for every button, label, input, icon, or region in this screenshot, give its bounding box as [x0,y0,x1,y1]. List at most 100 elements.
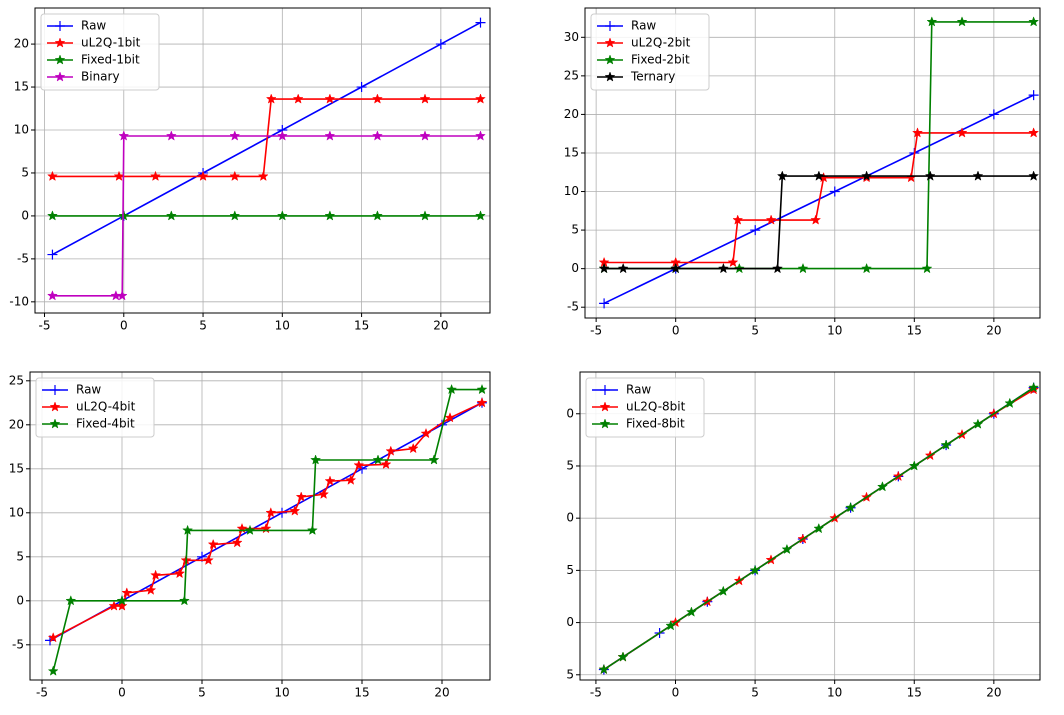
y-tick-label: 0 [571,261,579,275]
y-tick-label: 20 [564,107,579,121]
marker [988,109,999,120]
marker [419,93,431,104]
y-tick-label: 5 [571,223,579,237]
marker [810,214,822,225]
marker [49,401,61,412]
x-tick-label: 20 [434,686,449,700]
x-tick-label: 15 [354,319,369,333]
marker [845,501,856,513]
marker [732,214,744,225]
marker [197,170,209,181]
marker [372,454,384,465]
marker [605,21,615,31]
x-tick-label: 5 [199,319,207,333]
marker [727,256,739,268]
marker [617,262,629,274]
subplot: -5 0 5 10 15 20 -5 0 5 10 15 20 25 30 Raw uL2Q-2bit Fixe… [564,7,1041,338]
y-tick-label: 20 [14,37,29,51]
legend-box [35,377,155,438]
marker [772,262,783,274]
x-tick-label: 0 [672,686,680,700]
marker [829,186,840,197]
x-tick-label: 10 [274,686,289,700]
legend-box [590,13,710,91]
y-tick-label: 20 [9,417,24,431]
marker [476,397,488,408]
axes-frame [579,371,1041,681]
series-line [52,98,481,178]
marker [55,21,65,31]
axes-frame [584,7,1041,319]
x-tick-label: 5 [198,686,206,700]
x-tick-label: 20 [433,319,448,333]
marker [475,130,486,141]
x-tick-label: 5 [751,686,759,700]
y-tick-label: 5 [16,549,24,563]
legend-box [40,13,160,91]
marker [598,262,610,274]
marker [419,130,431,141]
marker [289,505,301,516]
marker [47,665,59,676]
y-tick-label: 15 [14,80,29,94]
marker [295,491,307,502]
series-layer [47,17,486,301]
marker [116,290,128,301]
legend-label: Raw [76,383,101,397]
marker [229,170,241,181]
x-tick-label: 10 [275,319,290,333]
marker [665,619,677,631]
marker [797,262,809,274]
marker [174,567,186,579]
marker [150,170,161,181]
subplot: -5 0 5 10 15 20 -10 -5 0 5 10 15 20 Raw uL2Q-1bit Fixed… [9,7,491,333]
legend-label: Raw [626,383,651,397]
marker [956,16,968,27]
marker [670,262,682,274]
marker [598,663,610,675]
marker [372,93,383,104]
y-tick-label: 0 [16,593,24,607]
marker [324,475,336,486]
y-tick-label: -5 [17,251,29,265]
y-tick-label: 10 [564,184,579,198]
marker [116,600,128,611]
marker [972,418,984,429]
y-tick-label: 25 [9,373,24,387]
y-tick-label: 10 [14,123,29,137]
marker [908,460,920,471]
legend-label: Raw [631,19,656,33]
y-tick-label: 5 [21,165,29,179]
marker [276,210,288,221]
x-tick-label: 15 [354,686,369,700]
marker [813,170,825,181]
series-layer [598,381,1040,675]
marker [1004,397,1016,408]
marker [150,569,162,580]
marker [861,170,872,181]
marker [116,595,128,606]
marker [475,210,486,221]
marker [202,554,214,565]
marker [244,524,256,535]
marker [407,442,419,454]
marker [861,262,872,274]
y-tick-label: 15 [9,461,24,475]
series-line [604,132,1034,264]
marker [476,383,488,395]
marker [749,564,761,575]
x-tick-label: 10 [827,324,842,338]
marker [47,210,58,221]
marker [444,412,456,423]
legend-label: uL2Q-4bit [76,400,136,414]
marker [324,130,336,141]
y-tick-label: 0 [21,208,29,222]
marker [121,587,133,598]
marker [926,16,938,27]
marker [600,385,610,395]
marker [776,170,788,181]
marker [182,524,194,535]
marker [813,522,825,534]
marker [50,385,60,395]
axes-frame [29,371,491,681]
